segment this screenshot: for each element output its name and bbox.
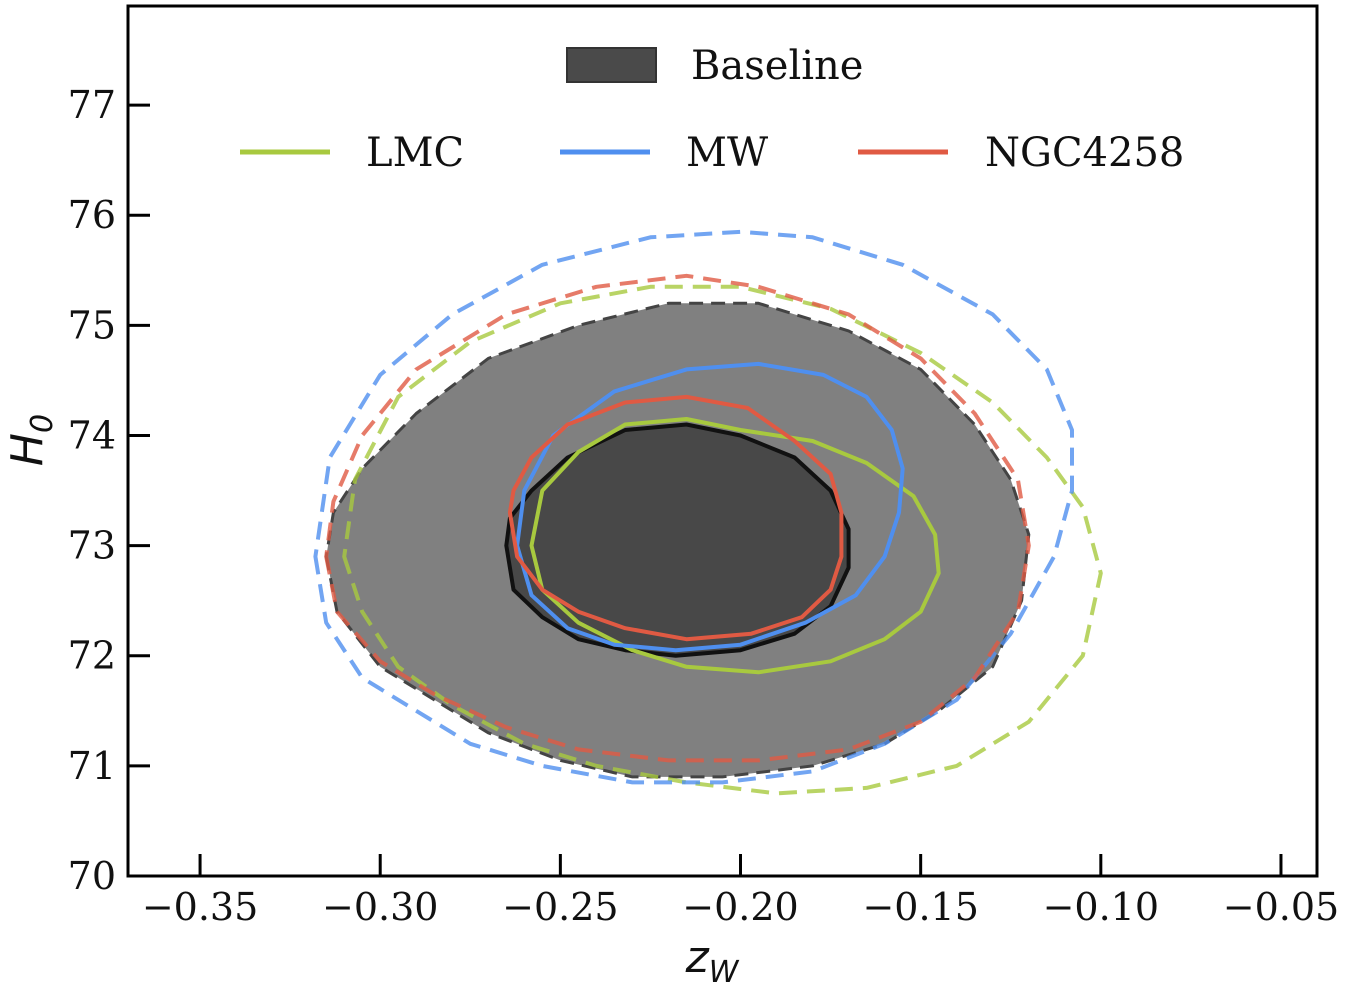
- x-axis-label: zW: [685, 932, 740, 986]
- y-tick-label: 71: [68, 744, 116, 788]
- y-tick-label: 75: [68, 303, 116, 347]
- legend-label-ngc4258: NGC4258: [985, 130, 1184, 176]
- y-axis-ticks: 70 71 72 73 74 75 76 77: [68, 83, 150, 898]
- x-tick-label: −0.25: [502, 885, 618, 929]
- x-tick-label: −0.20: [682, 885, 798, 929]
- y-tick-label: 73: [68, 524, 116, 568]
- x-tick-label: −0.15: [862, 885, 978, 929]
- y-axis-label: H0: [2, 414, 60, 466]
- lmc-contour-95pct: [342, 284, 1103, 796]
- lmc-contour-68pct: [529, 417, 941, 675]
- x-tick-label: −0.35: [142, 885, 258, 929]
- y-tick-label: 70: [68, 854, 116, 898]
- contours-layer: [313, 229, 1103, 796]
- y-tick-label: 72: [68, 634, 116, 678]
- mw-contour-95pct: [313, 229, 1074, 785]
- x-tick-label: −0.10: [1043, 885, 1159, 929]
- ngc4258-contour-95pct: [324, 273, 1031, 763]
- legend-label-baseline: Baseline: [691, 43, 863, 89]
- y-tick-label: 74: [68, 413, 116, 457]
- legend-label-mw: MW: [686, 130, 768, 176]
- y-axis-label-sub: 0: [25, 414, 60, 433]
- plot-frame: [126, 4, 1319, 878]
- x-axis-label-main: z: [685, 932, 710, 983]
- mw-contour-68pct: [515, 361, 905, 653]
- legend-swatch-baseline: [566, 47, 657, 83]
- x-tick-label: −0.30: [322, 885, 438, 929]
- legend: Baseline LMC MW NGC4258: [240, 43, 1184, 176]
- x-tick-label: −0.05: [1223, 885, 1339, 929]
- legend-label-lmc: LMC: [366, 130, 464, 176]
- x-axis-ticks: −0.35 −0.30 −0.25 −0.20 −0.15 −0.10 −0.05: [142, 854, 1339, 929]
- x-axis-label-sub: W: [709, 955, 740, 986]
- y-axis-label-main: H: [2, 433, 53, 466]
- y-tick-label: 76: [68, 193, 116, 237]
- y-tick-label: 77: [68, 83, 116, 127]
- ngc4258-contour-68pct: [507, 394, 844, 642]
